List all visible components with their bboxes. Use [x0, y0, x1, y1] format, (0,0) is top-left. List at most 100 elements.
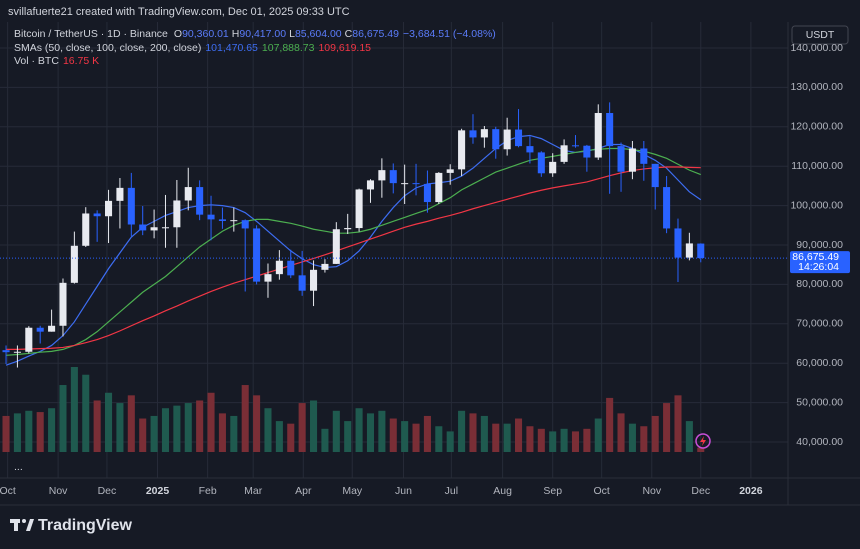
- volume-bar: [697, 447, 705, 452]
- volume-bar: [606, 397, 614, 452]
- candle-body: [127, 187, 135, 225]
- y-tick-label: 70,000.00: [796, 318, 843, 330]
- candle-body: [515, 129, 523, 147]
- ohlc-value: 86,675.49: [352, 28, 399, 40]
- volume-bar: [36, 412, 44, 452]
- candle-body: [355, 189, 363, 229]
- x-tick-label: Aug: [493, 485, 512, 497]
- last-price-label: 86,675.49: [792, 251, 839, 263]
- volume-bar: [82, 374, 90, 452]
- volume-bar: [537, 428, 545, 452]
- volume-bar: [651, 415, 659, 452]
- volume-bar: [423, 415, 431, 452]
- volume-bar: [241, 385, 249, 452]
- volume-bar: [127, 395, 135, 452]
- brand: TradingView: [38, 517, 133, 534]
- candle-body: [196, 187, 204, 215]
- candle-body: [105, 200, 113, 217]
- volume-bar: [332, 410, 340, 452]
- volume-bar: [571, 431, 580, 452]
- volume-bar: [594, 418, 602, 452]
- candle-body: [469, 130, 477, 138]
- candle-body: [59, 282, 67, 326]
- volume-bar: [230, 415, 238, 452]
- candle-body: [640, 148, 648, 164]
- volume-bar: [150, 415, 158, 452]
- more[interactable]: ...: [14, 461, 23, 473]
- volume-bar: [48, 408, 56, 452]
- currency-box[interactable]: [791, 25, 849, 45]
- volume-value: 16.75 K: [63, 55, 99, 67]
- candle-body: [218, 219, 226, 221]
- candle-body: [310, 269, 318, 291]
- y-tick-label: 80,000.00: [796, 278, 843, 290]
- volume-bar: [674, 395, 682, 452]
- candle-body: [560, 145, 568, 162]
- volume-bar: [526, 426, 534, 452]
- candle-body: [446, 169, 454, 173]
- volume-bar: [173, 405, 181, 452]
- legend-volume: Vol · BTC 16.75 K: [14, 55, 99, 67]
- candle-body: [139, 224, 147, 231]
- volume-bar: [492, 423, 500, 452]
- y-tick-label: 130,000.00: [790, 81, 843, 93]
- volume-bar: [59, 385, 67, 452]
- candle-body: [332, 229, 340, 264]
- candle-body: [230, 220, 238, 222]
- legend-sma: SMAs (50, close, 100, close, 200, close)…: [14, 42, 371, 54]
- candle-body: [2, 350, 10, 353]
- volume-bar: [321, 428, 329, 452]
- candle-body: [617, 146, 625, 172]
- candle-body: [606, 113, 614, 147]
- volume-bar: [13, 413, 21, 452]
- candle-body: [492, 129, 500, 150]
- ohlc-value: 90,360.01: [182, 28, 229, 40]
- y-tick-label: 90,000.00: [796, 239, 843, 251]
- candle-body: [401, 183, 409, 185]
- legend-symbol: Bitcoin / TetherUS · 1D · Binance O90,360…: [14, 28, 496, 40]
- x-tick-label: 2026: [739, 485, 763, 497]
- volume-bar: [264, 408, 272, 452]
- candle-body: [344, 228, 352, 230]
- volume-pane: [2, 367, 705, 452]
- sma-title: SMAs (50, close, 100, close, 200, close): [14, 42, 201, 54]
- volume-bar: [583, 428, 591, 452]
- candle-body: [537, 152, 545, 174]
- volume-bar: [196, 400, 204, 452]
- candle-body: [275, 260, 283, 275]
- ohlc-key: C: [345, 28, 353, 40]
- x-tick-label: Oct: [594, 485, 610, 497]
- candle-body: [253, 228, 261, 282]
- volume-bar: [93, 400, 101, 452]
- volume-bar: [617, 413, 625, 452]
- alert-icon[interactable]: [695, 433, 711, 449]
- candle-body: [241, 220, 249, 229]
- volume-bar: [218, 413, 226, 452]
- y-tick-label: 140,000.00: [790, 42, 843, 54]
- volume-bar: [685, 421, 693, 452]
- volume-bar: [560, 428, 568, 452]
- sma-value: 107,888.73: [262, 42, 315, 54]
- countdown: 14:26:04: [798, 261, 839, 273]
- price-pane: [0, 102, 788, 368]
- volume-bar: [207, 392, 215, 452]
- volume-bar: [628, 423, 636, 452]
- symbol: Bitcoin / TetherUS · 1D · Binance: [14, 28, 168, 40]
- x-tick-label: Nov: [642, 485, 661, 497]
- candle-body: [628, 148, 636, 172]
- volume-bar: [253, 395, 261, 452]
- candle-body: [184, 187, 192, 201]
- x-tick-label: Apr: [295, 485, 312, 497]
- candle-body: [697, 243, 705, 259]
- candle-body: [161, 227, 170, 229]
- currency[interactable]: USDT: [806, 29, 835, 41]
- ohlc-key: L: [289, 28, 295, 40]
- y-tick-label: 50,000.00: [796, 396, 843, 408]
- volume-bar: [344, 421, 352, 452]
- volume-bar: [435, 426, 443, 452]
- candle-body: [321, 263, 329, 270]
- candle-body: [36, 327, 44, 332]
- watermark: svillafuerte21 created with TradingView.…: [8, 6, 350, 18]
